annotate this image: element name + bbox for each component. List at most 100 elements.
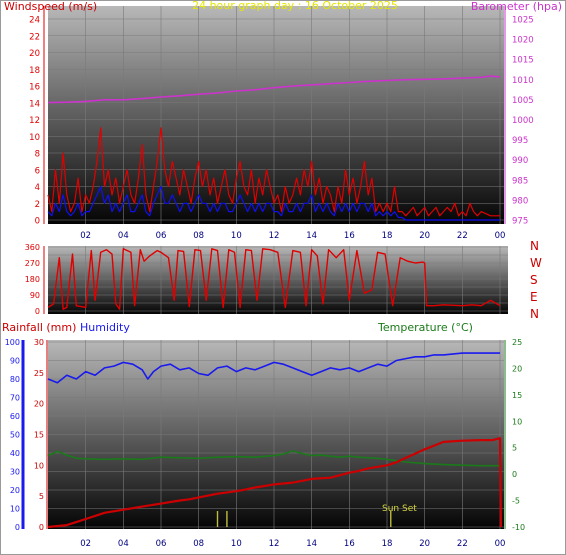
compass-label-e: E — [530, 290, 538, 304]
compass-label-n-bottom: N — [530, 307, 539, 321]
rainfall-tick-label: 0 — [39, 523, 44, 532]
rainfall-line — [47, 437, 502, 529]
barometer-tick-label: 1010 — [512, 76, 534, 86]
climate-time-tick-label: 04 — [118, 539, 129, 549]
humidity-tick-label: 100 — [5, 338, 20, 347]
direction-tick-label: 0 — [35, 307, 40, 316]
wind-direction-line — [47, 248, 501, 310]
wind-grid — [48, 6, 504, 224]
humidity-tick-label: 80 — [10, 375, 20, 384]
climate-time-tick-label: 20 — [419, 539, 430, 549]
direction-tick-label: 270 — [25, 259, 40, 268]
wind-time-tick-label: 06 — [156, 231, 167, 241]
humidity-tick-label: 60 — [10, 412, 20, 421]
climate-grid — [48, 340, 504, 529]
rainfall-tick-label: 5 — [39, 492, 44, 501]
wind-gust-line — [47, 127, 500, 217]
windspeed-axis-label: Windspeed (m/s) — [4, 0, 97, 13]
rainfall-tick-label: 30 — [34, 338, 44, 347]
wind-time-tick-label: 10 — [231, 231, 242, 241]
sunset-annotation: Sun Set — [382, 504, 417, 514]
compass-label-s: S — [530, 273, 538, 287]
humidity-tick-label: 20 — [10, 486, 20, 495]
wind-time-tick-label: 18 — [382, 231, 393, 241]
humidity-tick-label: 90 — [10, 357, 20, 366]
barometer-tick-label: 990 — [512, 156, 528, 166]
temperature-tick-label: -10 — [512, 523, 525, 532]
direction-tick-label: 360 — [25, 243, 40, 252]
barometer-tick-label: 1000 — [512, 116, 534, 126]
windspeed-tick-label: 22 — [29, 32, 40, 42]
wind-time-tick-label: 04 — [118, 231, 129, 241]
windspeed-tick-label: 16 — [29, 83, 40, 93]
humidity-axis-label: Humidity — [80, 321, 130, 334]
direction-tick-label: 90 — [30, 291, 40, 300]
chart-title: 24 hour graph day : 16 October 2025 — [192, 0, 398, 12]
windspeed-tick-label: 10 — [29, 133, 40, 143]
temperature-tick-label: 20 — [512, 364, 522, 373]
climate-time-tick-label: 08 — [193, 539, 204, 549]
wind-time-tick-label: 08 — [193, 231, 204, 241]
barometer-axis-label: Barometer (hpa) — [471, 0, 562, 13]
wind-plot-area — [48, 6, 504, 224]
temperature-tick-label: -5 — [512, 497, 520, 506]
temperature-tick-label: 10 — [512, 417, 522, 426]
climate-time-tick-label: 10 — [231, 539, 242, 549]
climate-time-tick-label: 12 — [269, 539, 280, 549]
climate-time-tick-label: 16 — [344, 539, 355, 549]
barometer-tick-label: 1025 — [512, 16, 534, 26]
direction-grid — [48, 246, 508, 314]
wind-time-tick-label: 20 — [419, 231, 430, 241]
humidity-tick-label: 40 — [10, 449, 20, 458]
windspeed-tick-label: 4 — [35, 183, 40, 193]
humidity-tick-label: 50 — [10, 431, 20, 440]
wind-average-line — [47, 185, 500, 221]
humidity-tick-label: 10 — [10, 505, 20, 514]
compass-label-n-top: N — [530, 239, 539, 253]
compass-label-w: W — [530, 256, 542, 270]
climate-time-tick-label: 18 — [382, 539, 393, 549]
windspeed-tick-label: 18 — [29, 66, 40, 76]
windspeed-tick-label: 2 — [35, 200, 40, 210]
windspeed-tick-label: 20 — [29, 49, 40, 59]
direction-tick-label: 180 — [25, 275, 40, 284]
windspeed-tick-label: 6 — [35, 166, 40, 176]
rainfall-tick-label: 20 — [34, 400, 44, 409]
barometer-line — [47, 75, 501, 104]
climate-time-tick-label: 14 — [306, 539, 317, 549]
barometer-tick-label: 1015 — [512, 56, 534, 66]
rainfall-axis-label: Rainfall (mm) — [2, 321, 76, 334]
temperature-tick-label: 25 — [512, 338, 522, 347]
humidity-tick-label: 30 — [10, 468, 20, 477]
wind-time-tick-label: 12 — [269, 231, 280, 241]
rainfall-tick-label: 25 — [34, 369, 44, 378]
temperature-tick-label: 5 — [512, 444, 517, 453]
wind-time-tick-label: 16 — [344, 231, 355, 241]
barometer-tick-label: 975 — [512, 217, 528, 227]
wind-time-tick-label: 02 — [80, 231, 91, 241]
temperature-tick-label: 15 — [512, 391, 522, 400]
climate-time-tick-label: 00 — [495, 539, 506, 549]
direction-series — [47, 248, 501, 310]
climate-time-tick-label: 06 — [156, 539, 167, 549]
barometer-tick-label: 995 — [512, 136, 528, 146]
climate-time-tick-label: 02 — [80, 539, 91, 549]
windspeed-tick-label: 24 — [29, 16, 40, 26]
wind-time-tick-label: 00 — [495, 231, 506, 241]
humidity-tick-label: 70 — [10, 394, 20, 403]
windspeed-tick-label: 14 — [29, 99, 40, 109]
rainfall-tick-label: 10 — [34, 461, 44, 470]
climate-series — [47, 352, 502, 529]
wind-time-tick-label: 22 — [457, 231, 468, 241]
rainfall-tick-label: 15 — [34, 431, 44, 440]
wind-time-tick-label: 14 — [306, 231, 317, 241]
windspeed-tick-label: 8 — [35, 150, 40, 160]
wind-series — [47, 75, 501, 221]
climate-time-tick-label: 22 — [457, 539, 468, 549]
barometer-tick-label: 1020 — [512, 36, 534, 46]
temperature-axis-label: Temperature (°C) — [377, 321, 473, 334]
humidity-line — [47, 352, 500, 384]
humidity-tick-label: 0 — [15, 523, 20, 532]
